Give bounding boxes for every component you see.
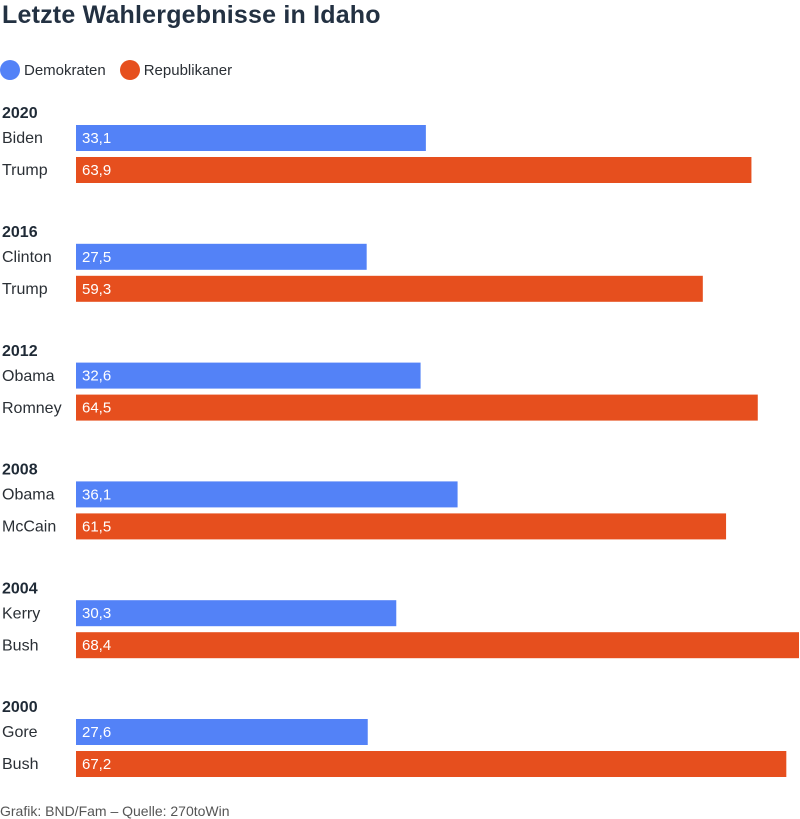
- year-label-2016: 2016: [2, 224, 38, 241]
- candidate-label-2004-bush: Bush: [2, 637, 38, 654]
- bar-2008-mccain: [76, 513, 727, 540]
- candidate-label-2020-biden: Biden: [2, 130, 43, 147]
- legend-item-republicans: Republikaner: [119, 60, 233, 80]
- candidate-label-2008-obama: Obama: [2, 487, 55, 504]
- bar-2004-kerry: [76, 600, 397, 627]
- value-label-2004-kerry: 30,3: [82, 605, 111, 622]
- bar-2008-obama: [76, 481, 458, 508]
- candidate-label-2004-kerry: Kerry: [2, 605, 40, 622]
- bar-2004-bush: [76, 632, 799, 659]
- bar-2016-trump: [76, 275, 703, 302]
- year-label-2020: 2020: [2, 105, 38, 122]
- candidate-label-2000-bush: Bush: [2, 756, 38, 773]
- value-label-2012-obama: 32,6: [82, 368, 111, 385]
- value-label-2000-bush: 67,2: [82, 756, 111, 773]
- legend: Demokraten Republikaner: [0, 60, 246, 80]
- legend-item-democrats: Demokraten: [0, 60, 106, 80]
- value-label-2000-gore: 27,6: [82, 724, 111, 741]
- year-label-2004: 2004: [2, 580, 38, 597]
- bar-2000-gore: [76, 719, 368, 745]
- bar-2012-obama: [76, 362, 421, 389]
- bar-2020-biden: [76, 125, 426, 151]
- chart-title: Letzte Wahlergebnisse in Idaho: [2, 1, 381, 29]
- candidate-label-2020-trump: Trump: [2, 162, 48, 179]
- bar-2016-clinton: [76, 243, 367, 270]
- candidate-label-2016-trump: Trump: [2, 281, 48, 298]
- bar-2012-romney: [76, 394, 758, 421]
- candidate-label-2016-clinton: Clinton: [2, 249, 52, 266]
- value-label-2016-trump: 59,3: [82, 281, 111, 298]
- candidate-label-2012-obama: Obama: [2, 368, 55, 385]
- value-label-2016-clinton: 27,5: [82, 249, 111, 266]
- value-label-2020-trump: 63,9: [82, 162, 111, 179]
- legend-label-democrats: Demokraten: [24, 61, 106, 79]
- bar-2020-trump: [76, 157, 752, 183]
- value-label-2020-biden: 33,1: [82, 130, 111, 147]
- candidate-label-2012-romney: Romney: [2, 400, 62, 417]
- year-label-2000: 2000: [2, 699, 38, 716]
- value-label-2004-bush: 68,4: [82, 637, 111, 654]
- candidate-label-2008-mccain: McCain: [2, 519, 56, 536]
- value-label-2008-mccain: 61,5: [82, 518, 111, 535]
- legend-label-republicans: Republikaner: [143, 61, 233, 79]
- legend-swatch-democrats: [0, 60, 20, 80]
- source-footer: Grafik: BND/Fam – Quelle: 270toWin: [0, 803, 230, 819]
- year-label-2012: 2012: [2, 343, 38, 360]
- value-label-2012-romney: 64,5: [82, 400, 111, 417]
- legend-swatch-republicans: [119, 60, 140, 80]
- year-label-2008: 2008: [2, 462, 38, 479]
- candidate-label-2000-gore: Gore: [2, 724, 38, 741]
- value-label-2008-obama: 36,1: [82, 486, 111, 503]
- bar-2000-bush: [76, 751, 787, 777]
